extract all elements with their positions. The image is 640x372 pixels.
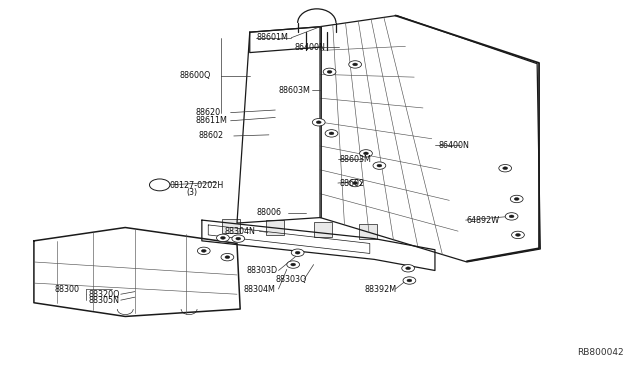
Text: 88602: 88602 — [339, 179, 364, 187]
Circle shape — [349, 61, 362, 68]
Text: 86400N: 86400N — [294, 43, 325, 52]
Circle shape — [373, 162, 386, 169]
Circle shape — [364, 152, 369, 155]
Circle shape — [360, 150, 372, 157]
Circle shape — [150, 179, 170, 191]
Circle shape — [349, 179, 362, 187]
Text: 88602: 88602 — [198, 131, 224, 141]
Text: RB800042: RB800042 — [577, 348, 623, 357]
Circle shape — [236, 237, 241, 240]
Circle shape — [312, 119, 325, 126]
Text: 88006: 88006 — [256, 208, 281, 217]
Text: 88600Q: 88600Q — [179, 71, 211, 80]
Circle shape — [325, 130, 338, 137]
Circle shape — [516, 234, 520, 236]
Text: 88620: 88620 — [195, 108, 221, 117]
Circle shape — [216, 234, 229, 241]
Circle shape — [291, 249, 304, 256]
Circle shape — [232, 235, 244, 242]
Text: 88304N: 88304N — [224, 227, 255, 236]
Circle shape — [225, 256, 230, 259]
Circle shape — [407, 279, 412, 282]
Text: 88303D: 88303D — [246, 266, 278, 275]
FancyBboxPatch shape — [359, 224, 377, 238]
Text: 86400N: 86400N — [438, 141, 469, 150]
Text: 88603M: 88603M — [339, 155, 371, 164]
Circle shape — [353, 182, 358, 185]
Circle shape — [505, 213, 518, 220]
FancyBboxPatch shape — [266, 220, 284, 235]
Circle shape — [402, 264, 415, 272]
Circle shape — [287, 261, 300, 268]
Text: 64892W: 64892W — [467, 216, 500, 225]
Circle shape — [509, 215, 514, 218]
Text: (3): (3) — [186, 188, 197, 197]
Circle shape — [291, 263, 296, 266]
Text: 88305N: 88305N — [89, 296, 120, 305]
Circle shape — [316, 121, 321, 124]
Circle shape — [221, 253, 234, 261]
Circle shape — [197, 247, 210, 254]
Circle shape — [327, 70, 332, 73]
Circle shape — [377, 164, 382, 167]
Circle shape — [499, 164, 511, 172]
Circle shape — [329, 132, 334, 135]
Text: 88601M: 88601M — [256, 33, 288, 42]
Circle shape — [503, 167, 508, 170]
Text: 88300: 88300 — [55, 285, 80, 294]
Circle shape — [202, 250, 206, 252]
Circle shape — [510, 195, 523, 203]
Text: 88320Q: 88320Q — [89, 290, 120, 299]
Circle shape — [403, 277, 416, 284]
Text: 88303Q: 88303Q — [275, 275, 307, 284]
Text: 88392M: 88392M — [365, 285, 397, 294]
Circle shape — [221, 237, 225, 239]
Text: 88611M: 88611M — [195, 116, 227, 125]
Circle shape — [323, 68, 336, 76]
Text: 08127-0202H: 08127-0202H — [170, 181, 224, 190]
Circle shape — [295, 251, 300, 254]
Text: 88603M: 88603M — [278, 86, 310, 95]
Circle shape — [406, 267, 410, 270]
FancyBboxPatch shape — [314, 222, 332, 237]
Circle shape — [511, 231, 524, 238]
Circle shape — [515, 198, 519, 201]
Text: 88304M: 88304M — [243, 285, 275, 294]
FancyBboxPatch shape — [221, 219, 239, 234]
Circle shape — [353, 63, 358, 66]
Text: B: B — [157, 180, 163, 189]
